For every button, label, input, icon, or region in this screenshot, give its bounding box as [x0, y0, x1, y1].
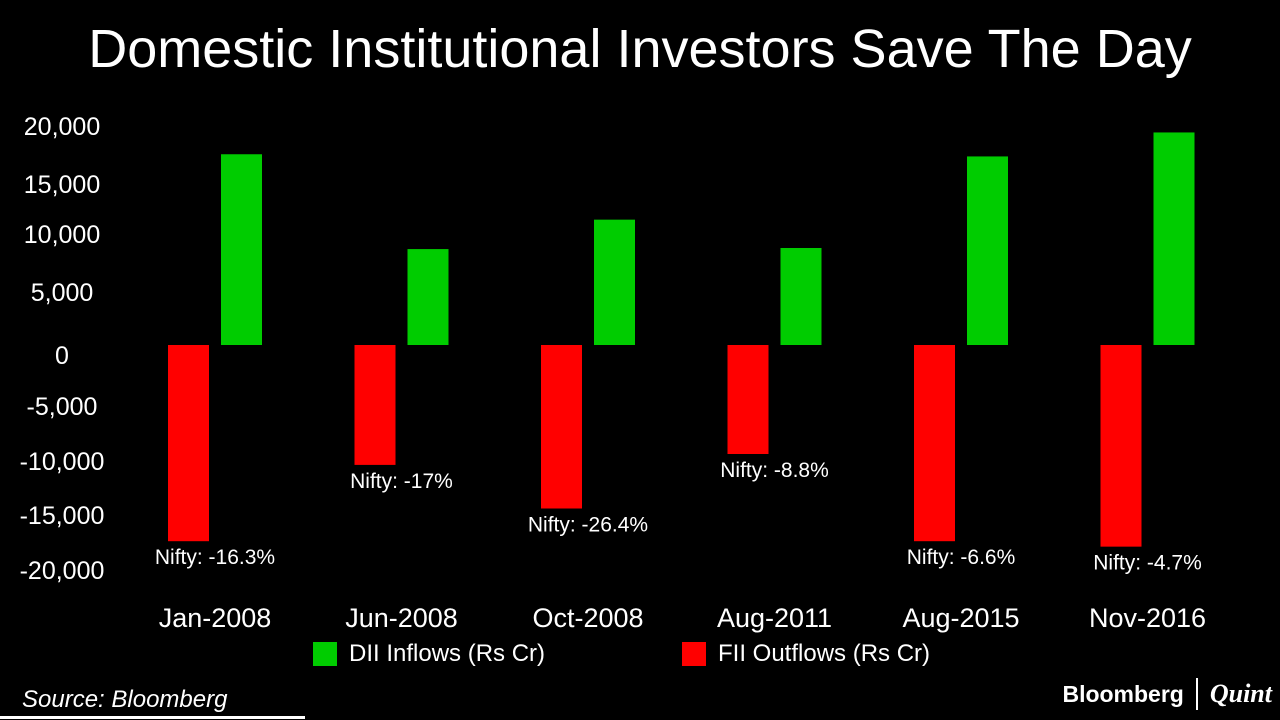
dii-bar — [967, 156, 1008, 345]
x-tick-label: Aug-2011 — [717, 603, 832, 633]
x-tick-label: Oct-2008 — [532, 603, 643, 633]
brand-divider — [1195, 678, 1198, 710]
dii-bar — [594, 219, 635, 345]
legend: DII Inflows (Rs Cr) FII Outflows (Rs Cr) — [0, 640, 1280, 676]
fii-bar — [168, 345, 209, 542]
y-tick-label: 15,000 — [24, 171, 100, 199]
brand-quint: Quint — [1209, 679, 1272, 708]
y-tick-label: -10,000 — [20, 448, 105, 476]
fii-bar — [1100, 345, 1142, 547]
source-note: Source: Bloomberg — [22, 686, 228, 713]
nifty-annotation: Nifty: -16.3% — [155, 546, 275, 569]
fii-bar — [914, 345, 955, 542]
bar-chart: 20,000 15,000 10,000 5,000 0 -5,000 -10,000 -15… — [20, 113, 1206, 633]
fii-bar — [727, 345, 769, 454]
legend-item-dii: DII Inflows (Rs Cr) — [313, 640, 545, 668]
y-tick-label: 10,000 — [24, 221, 100, 249]
x-tick-label: Nov-2016 — [1089, 603, 1206, 633]
dii-bar — [780, 247, 822, 345]
x-tick-label: Jan-2008 — [159, 603, 272, 633]
source-underline — [0, 716, 305, 719]
nifty-annotation: Nifty: -4.7% — [1093, 552, 1202, 575]
legend-label-dii: DII Inflows (Rs Cr) — [349, 640, 546, 667]
dii-bar — [221, 154, 262, 345]
y-tick-label: 0 — [55, 342, 69, 370]
nifty-annotation: Nifty: -6.6% — [907, 546, 1016, 569]
nifty-annotation: Nifty: -26.4% — [528, 514, 648, 537]
legend-label-fii: FII Outflows (Rs Cr) — [718, 640, 931, 667]
chart-title: Domestic Institutional Investors Save Th… — [88, 19, 1192, 79]
nifty-annotation: Nifty: -17% — [350, 470, 453, 493]
brand-bloomberg: Bloomberg — [1062, 680, 1184, 707]
nifty-annotation: Nifty: -8.8% — [720, 459, 829, 482]
dii-bar — [407, 249, 449, 345]
y-tick-label: -5,000 — [27, 393, 98, 421]
legend-item-fii: FII Outflows (Rs Cr) — [682, 640, 930, 668]
x-tick-label: Jun-2008 — [345, 603, 458, 633]
y-tick-label: 5,000 — [31, 279, 94, 307]
y-tick-label: -15,000 — [20, 502, 105, 530]
legend-swatch-fii — [682, 642, 706, 666]
fii-bar — [354, 345, 396, 465]
y-tick-label: 20,000 — [24, 113, 100, 141]
y-tick-label: -20,000 — [20, 557, 105, 585]
legend-swatch-dii — [313, 642, 337, 666]
dii-bar — [1153, 132, 1195, 345]
fii-bar — [541, 345, 582, 509]
x-tick-label: Aug-2015 — [902, 603, 1019, 633]
brand-logo: Bloomberg Quint — [1062, 678, 1272, 710]
